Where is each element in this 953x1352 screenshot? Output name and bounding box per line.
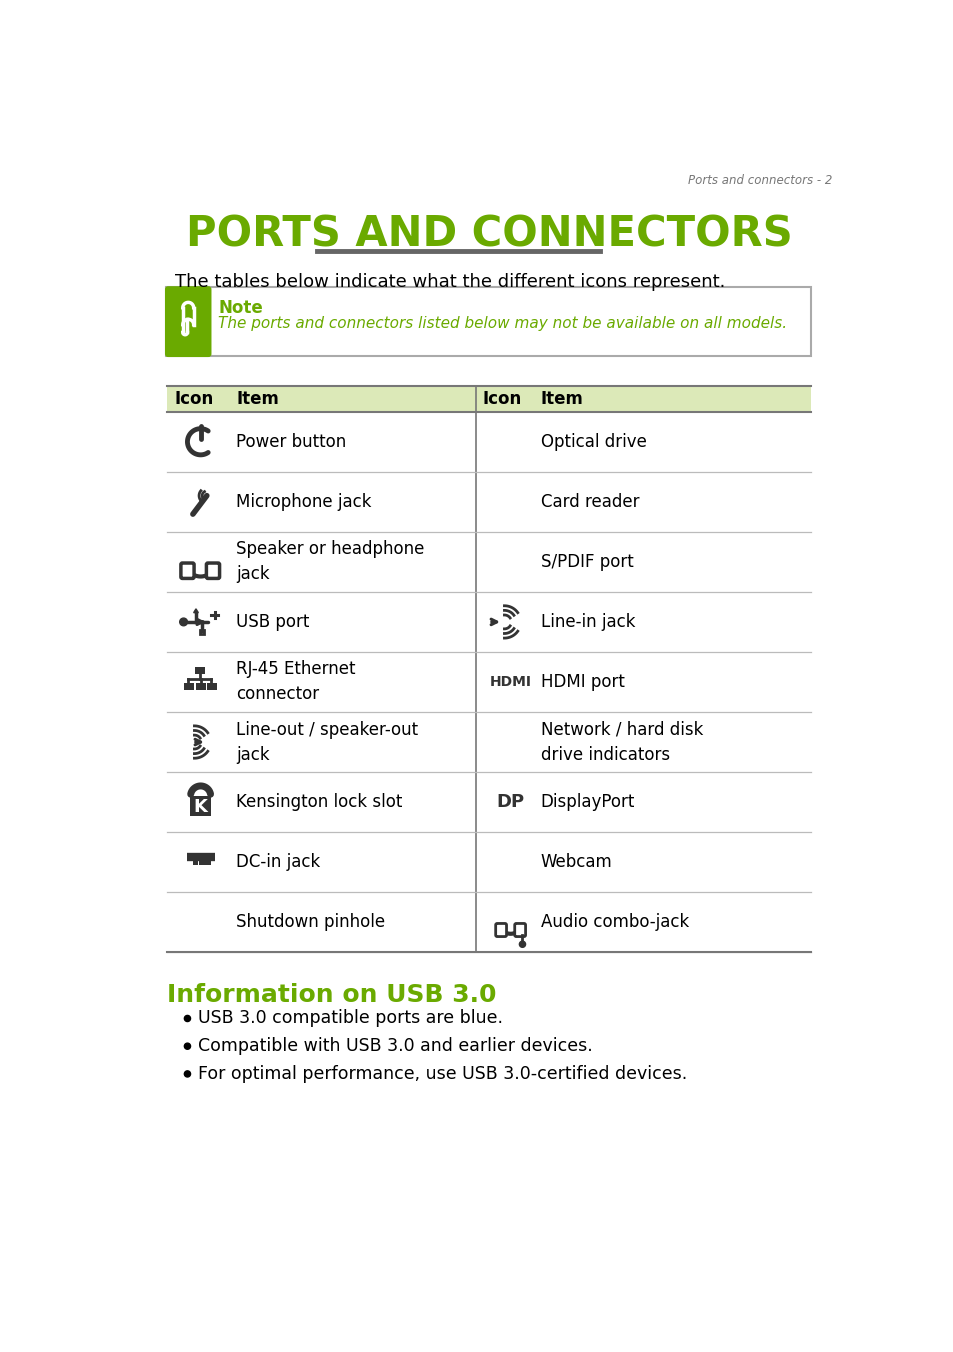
Bar [199, 860, 204, 865]
Text: The tables below indicate what the different icons represent.: The tables below indicate what the diffe… [174, 273, 724, 291]
Text: Line-in jack: Line-in jack [540, 612, 635, 631]
Text: Line-out / speaker-out
jack: Line-out / speaker-out jack [236, 721, 418, 764]
Bar [183, 683, 193, 690]
Bar [193, 860, 198, 865]
Text: Audio combo-jack: Audio combo-jack [540, 913, 688, 932]
Bar [199, 630, 204, 634]
Text: Kensington lock slot: Kensington lock slot [236, 794, 402, 811]
Bar [195, 683, 206, 690]
Text: USB port: USB port [236, 612, 310, 631]
Circle shape [179, 618, 187, 626]
Text: DC-in jack: DC-in jack [236, 853, 320, 871]
Text: S/PDIF port: S/PDIF port [540, 553, 633, 571]
Circle shape [184, 1015, 191, 1022]
FancyBboxPatch shape [496, 923, 506, 937]
Text: K: K [193, 798, 208, 815]
Text: Compatible with USB 3.0 and earlier devices.: Compatible with USB 3.0 and earlier devi… [198, 1037, 593, 1055]
Text: Icon: Icon [482, 389, 521, 408]
Text: The ports and connectors listed below may not be available on all models.: The ports and connectors listed below ma… [218, 316, 787, 331]
Text: Item: Item [236, 389, 279, 408]
Circle shape [184, 1044, 191, 1049]
Text: Power button: Power button [236, 433, 346, 450]
FancyBboxPatch shape [181, 562, 193, 579]
Text: Icon: Icon [174, 389, 213, 408]
Bar [207, 683, 216, 690]
Text: Information on USB 3.0: Information on USB 3.0 [167, 983, 497, 1007]
Text: USB 3.0 compatible ports are blue.: USB 3.0 compatible ports are blue. [198, 1010, 503, 1028]
Circle shape [518, 941, 525, 948]
Text: DisplayPort: DisplayPort [540, 794, 635, 811]
Text: For optimal performance, use USB 3.0-certified devices.: For optimal performance, use USB 3.0-cer… [198, 1065, 687, 1083]
Text: Note: Note [218, 299, 263, 316]
Text: DP: DP [497, 794, 524, 811]
Text: HDMI port: HDMI port [540, 673, 624, 691]
Text: Item: Item [540, 389, 583, 408]
Circle shape [184, 1071, 191, 1078]
Text: RJ-45 Ethernet
connector: RJ-45 Ethernet connector [236, 661, 355, 703]
Bar [205, 860, 211, 865]
Text: HDMI: HDMI [489, 675, 531, 690]
Text: Network / hard disk
drive indicators: Network / hard disk drive indicators [540, 721, 702, 764]
Text: Shutdown pinhole: Shutdown pinhole [236, 913, 385, 932]
FancyBboxPatch shape [206, 562, 219, 579]
FancyBboxPatch shape [165, 287, 212, 357]
Text: Speaker or headphone
jack: Speaker or headphone jack [236, 541, 424, 583]
Bar [167, 385, 810, 412]
Text: PORTS AND CONNECTORS: PORTS AND CONNECTORS [185, 214, 792, 256]
Text: Webcam: Webcam [540, 853, 612, 871]
Text: Ports and connectors - 2: Ports and connectors - 2 [687, 174, 831, 187]
Bar [195, 668, 205, 675]
FancyBboxPatch shape [166, 287, 810, 357]
FancyBboxPatch shape [515, 923, 525, 937]
FancyBboxPatch shape [190, 796, 212, 817]
Text: Microphone jack: Microphone jack [236, 493, 372, 511]
Polygon shape [193, 608, 198, 612]
Text: Card reader: Card reader [540, 493, 639, 511]
Text: Optical drive: Optical drive [540, 433, 646, 450]
